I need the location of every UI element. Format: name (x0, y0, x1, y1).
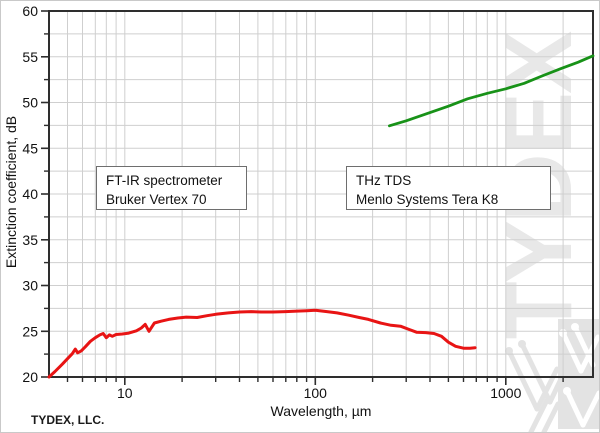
y-tick-label: 50 (22, 95, 38, 111)
annotation-ftir-line2: Bruker Vertex 70 (106, 192, 207, 207)
x-axis-title: Wavelength, µm (270, 403, 372, 419)
y-tick-label: 45 (22, 140, 38, 156)
plot-border (48, 10, 594, 378)
y-tick-label: 35 (22, 232, 38, 248)
annotation-ftir-line1: FT-IR spectrometer (106, 173, 223, 188)
y-tick-label: 55 (22, 49, 38, 65)
annotation-box-ftir: FT-IR spectrometer Bruker Vertex 70 (96, 166, 247, 210)
thz-series-curve (388, 54, 595, 128)
company-label: TYDEX, LLC. (31, 413, 105, 427)
y-tick-label: 60 (22, 3, 38, 19)
x-tick-label: 100 (304, 385, 328, 401)
y-axis-title: Extinction coefficient, dB (3, 115, 19, 269)
y-tick-label: 30 (22, 278, 38, 294)
y-tick-label: 25 (22, 323, 38, 339)
y-tick-label: 20 (22, 369, 38, 385)
y-tick-label: 40 (22, 186, 38, 202)
x-tick-label: 10 (117, 385, 133, 401)
annotation-thz-line1: THz TDS (356, 173, 412, 188)
x-tick-label: 1000 (490, 385, 521, 401)
annotation-thz-line2: Menlo Systems Tera K8 (356, 192, 499, 207)
ftir-series-curve (47, 308, 477, 379)
watermark-layer: TYDEX (486, 31, 599, 432)
annotation-box-thz: THz TDS Menlo Systems Tera K8 (346, 166, 551, 210)
